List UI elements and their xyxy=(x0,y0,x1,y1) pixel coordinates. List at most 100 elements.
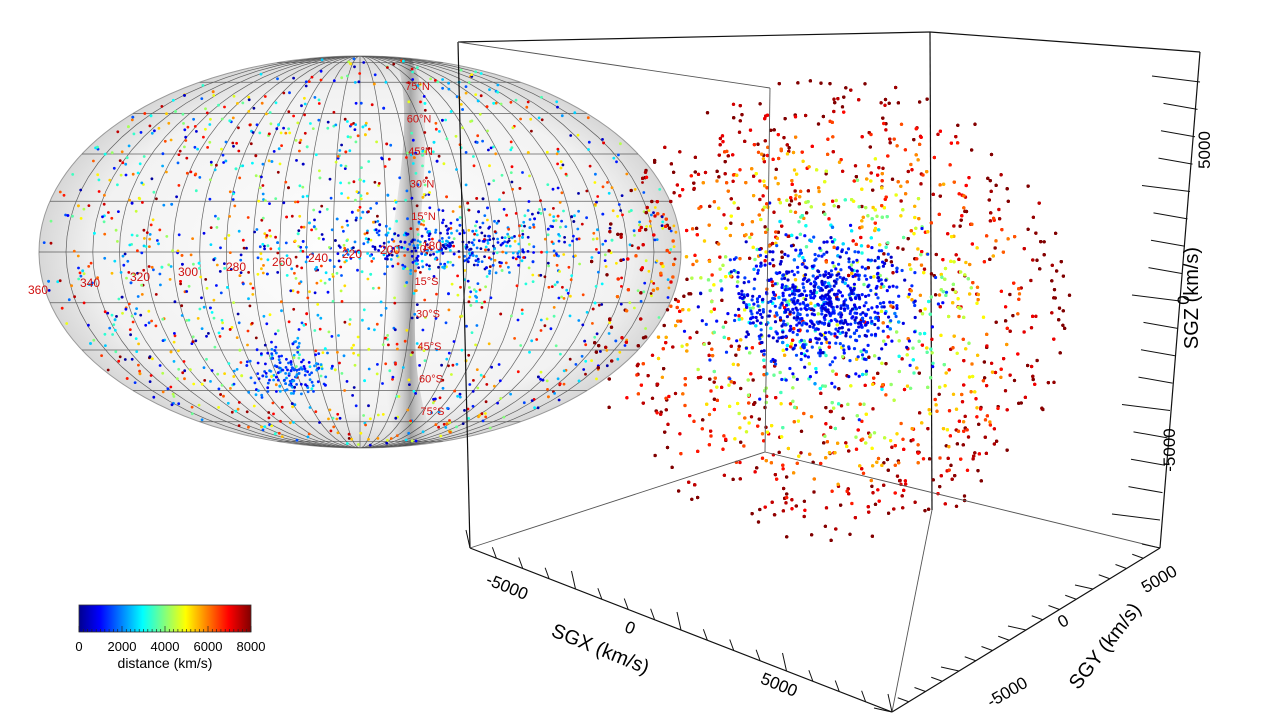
sky-point xyxy=(245,364,249,367)
sky-point xyxy=(555,100,559,104)
sky-point xyxy=(447,236,451,240)
cloud-point xyxy=(1005,187,1009,191)
sky-point xyxy=(93,231,96,235)
sky-point xyxy=(358,205,362,209)
sky-point xyxy=(193,125,197,128)
sky-point xyxy=(536,406,540,410)
sky-point xyxy=(347,432,351,436)
sky-point xyxy=(556,186,560,190)
sky-point xyxy=(585,189,589,193)
sky-point xyxy=(604,265,608,268)
sky-point xyxy=(306,386,310,389)
sky-point xyxy=(181,371,185,375)
sky-point xyxy=(467,300,471,304)
sky-point xyxy=(293,403,297,407)
sky-point xyxy=(210,369,214,372)
sky-point xyxy=(539,199,542,203)
sky-point xyxy=(421,154,424,157)
sky-point xyxy=(263,95,267,98)
sky-point xyxy=(425,243,429,247)
sky-point xyxy=(461,422,465,425)
sky-point xyxy=(379,300,383,304)
sky-point xyxy=(138,369,142,373)
sky-point xyxy=(296,232,300,236)
sky-point xyxy=(531,260,535,264)
sky-point xyxy=(441,221,444,225)
sky-point xyxy=(308,290,311,294)
sky-point xyxy=(375,231,379,235)
cloud-point xyxy=(866,266,870,270)
sky-point xyxy=(356,268,359,272)
cloud-point xyxy=(636,344,640,348)
cloud-point xyxy=(970,148,974,152)
sky-point xyxy=(509,392,512,396)
sky-point xyxy=(204,278,208,281)
sky-point xyxy=(239,253,243,257)
sky-point xyxy=(473,288,476,292)
sky-point xyxy=(340,76,344,80)
sky-point xyxy=(285,215,288,219)
sky-point xyxy=(177,153,181,157)
sky-point xyxy=(373,245,377,249)
cloud-point xyxy=(870,484,874,488)
cloud-point xyxy=(738,119,742,123)
cloud-point xyxy=(938,129,943,133)
cloud-point xyxy=(669,199,673,204)
sky-point xyxy=(197,261,201,265)
cloud-point xyxy=(656,382,660,386)
sky-point xyxy=(669,229,673,233)
sky-point xyxy=(328,177,332,181)
sky-point xyxy=(385,254,389,258)
sky-point xyxy=(328,246,331,249)
sky-point xyxy=(220,318,224,322)
sky-point xyxy=(381,413,385,416)
sky-point xyxy=(471,404,475,408)
cloud-point xyxy=(695,330,699,334)
cloud-point xyxy=(731,477,735,481)
sky-point xyxy=(558,382,562,386)
sky-point xyxy=(191,340,195,343)
sky-point xyxy=(139,131,143,134)
sky-point xyxy=(454,134,458,138)
sky-point xyxy=(569,294,572,298)
sky-point xyxy=(346,135,350,139)
sky-point xyxy=(557,233,560,236)
sky-point xyxy=(331,364,334,368)
sky-point xyxy=(276,241,279,245)
sky-point xyxy=(540,95,543,99)
sky-point xyxy=(382,253,386,257)
sky-point xyxy=(359,197,363,201)
sky-point xyxy=(623,344,627,347)
sky-point xyxy=(340,300,344,303)
sky-point xyxy=(223,105,226,109)
cloud-point xyxy=(737,344,741,348)
sky-point xyxy=(263,244,266,248)
sky-latitude-label: 30°S xyxy=(416,309,440,321)
sky-latitude-label: 75°S xyxy=(421,406,445,418)
sky-point xyxy=(144,245,148,248)
cloud-point xyxy=(901,247,905,251)
cloud-point xyxy=(692,181,696,185)
sky-point xyxy=(489,146,493,150)
sky-point xyxy=(417,266,420,269)
sky-point xyxy=(176,249,180,253)
sky-point xyxy=(391,246,395,250)
sky-point xyxy=(224,140,228,144)
sky-point xyxy=(304,260,308,264)
cloud-point xyxy=(873,502,878,506)
cloud-point xyxy=(973,451,977,455)
sky-point xyxy=(560,219,563,223)
cloud-point xyxy=(678,194,682,198)
cloud-point xyxy=(655,200,659,204)
sky-point xyxy=(398,245,401,249)
sky-point xyxy=(103,232,107,236)
sky-point xyxy=(475,233,479,237)
sky-point xyxy=(194,189,198,193)
sky-point xyxy=(673,257,677,261)
sky-point xyxy=(449,430,452,434)
sky-point xyxy=(142,155,146,158)
sky-point xyxy=(636,289,640,292)
cloud-point xyxy=(999,367,1003,371)
cloud-point xyxy=(964,183,968,188)
sky-point xyxy=(558,270,561,273)
